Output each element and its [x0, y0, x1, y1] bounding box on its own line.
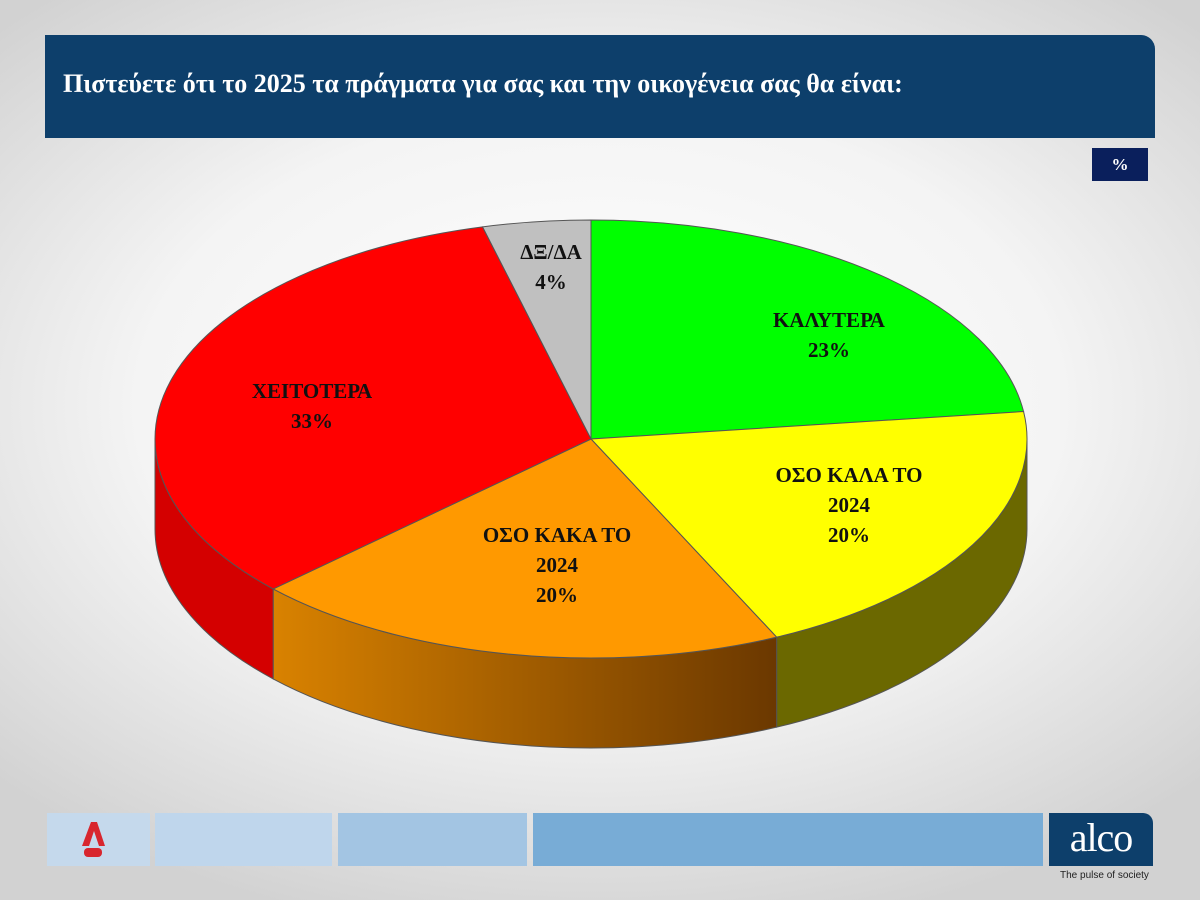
chart-title: Πιστεύετε ότι το 2025 τα πράγματα για σα…: [63, 69, 903, 98]
footer-band-2: [338, 813, 527, 866]
slice-value-label: 33%: [290, 409, 333, 433]
slice-value-label: 20%: [827, 523, 870, 547]
slice-label-oso-kaka: ΟΣΟ ΚΑΚΑ ΤΟ 2024 20%: [483, 520, 631, 610]
pie-slice: [590, 219, 1025, 440]
slice-label-dk-na: ΔΞ/ΔΑ 4%: [520, 237, 582, 297]
title-bar: Πιστεύετε ότι το 2025 τα πράγματα για σα…: [45, 35, 1155, 138]
slice-label-kalytera: ΚΑΛΥΤΕΡΑ 23%: [773, 305, 885, 365]
slice-label-text: ΟΣΟ ΚΑΚΑ ΤΟ: [482, 523, 632, 547]
slice-label-xeirotera: ΧΕΙΤΟΤΕΡΑ 33%: [252, 376, 372, 436]
unit-badge: %: [1092, 148, 1148, 181]
slice-label-oso-kala: ΟΣΟ ΚΑΛΑ ΤΟ 2024 20%: [775, 460, 922, 550]
slice-label-text: ΔΞ/ΔΑ: [520, 240, 582, 264]
pie-slice: [272, 438, 778, 659]
slice-value-label: 4%: [535, 270, 567, 294]
slice-label-text: ΚΑΛΥΤΕΡΑ: [773, 308, 885, 332]
alco-logo: alco: [1049, 813, 1153, 866]
pie-slice: [589, 411, 1028, 638]
pie-slice: [481, 219, 592, 440]
footer-band-3: [533, 813, 1043, 866]
footer-band-1: [155, 813, 332, 866]
alco-tagline: The pulse of society: [1060, 870, 1149, 881]
slice-label-text: ΟΣΟ ΚΑΛΑ ΤΟ: [775, 463, 923, 487]
slice-label-text: 2024: [827, 493, 870, 517]
alpha-news-logo: [82, 822, 105, 857]
slice-value-label: 20%: [535, 583, 578, 607]
pie-slice: [154, 226, 592, 590]
slice-value-label: 23%: [807, 338, 850, 362]
slice-label-text: 2024: [535, 553, 578, 577]
slice-label-text: ΧΕΙΤΟΤΕΡΑ: [251, 379, 373, 403]
